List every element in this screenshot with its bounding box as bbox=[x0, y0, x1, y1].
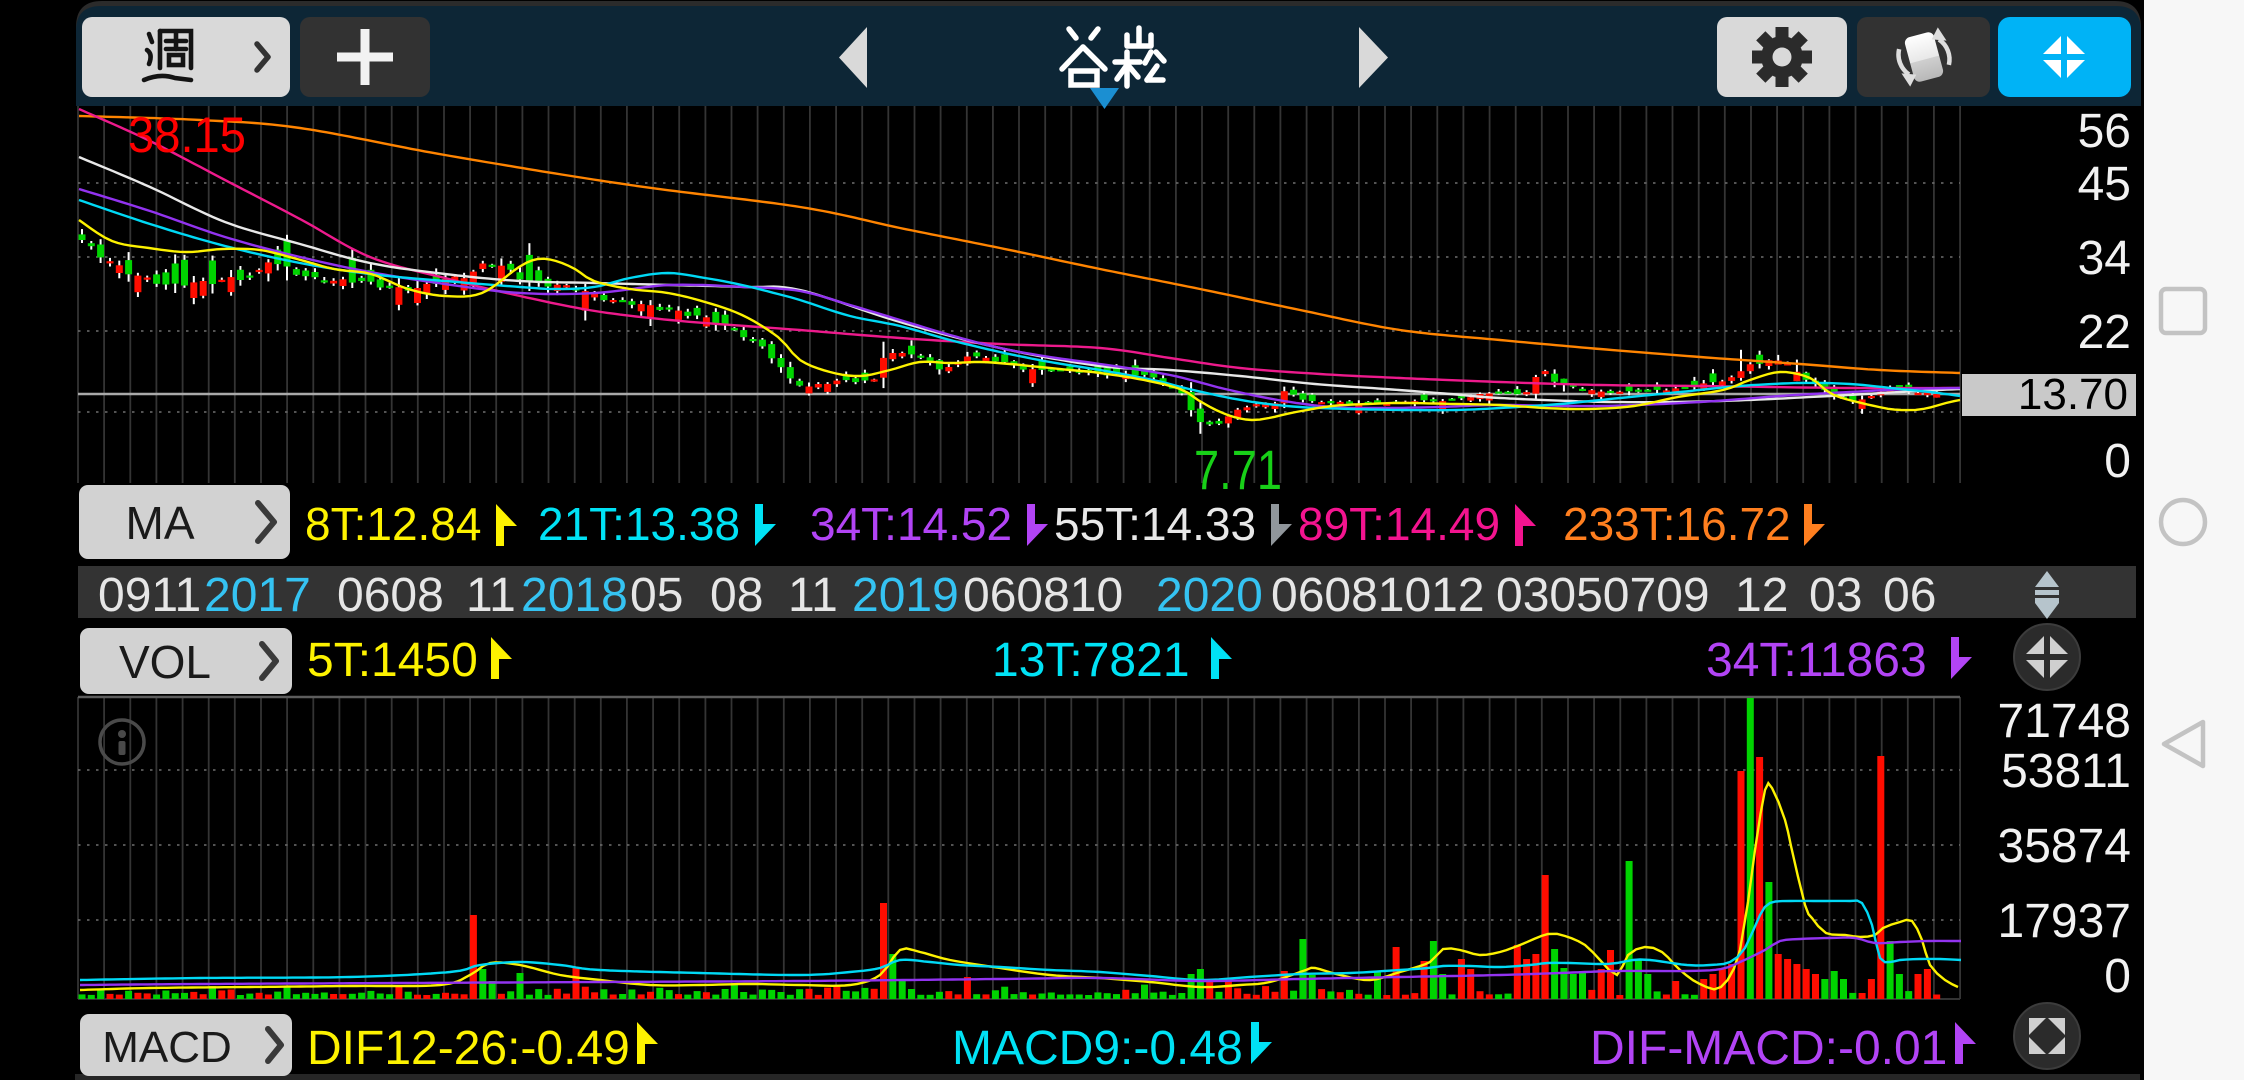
svg-text:45: 45 bbox=[2078, 158, 2131, 211]
svg-text:MA: MA bbox=[126, 497, 195, 549]
svg-text:55T:14.33: 55T:14.33 bbox=[1054, 498, 1256, 550]
svg-text:MACD: MACD bbox=[102, 1023, 232, 1072]
svg-text:35874: 35874 bbox=[1998, 820, 2131, 873]
svg-text:08: 08 bbox=[710, 569, 763, 622]
svg-text:0: 0 bbox=[2104, 950, 2131, 1003]
svg-text:13T:7821: 13T:7821 bbox=[992, 634, 1190, 687]
svg-text:56: 56 bbox=[2078, 105, 2131, 158]
svg-text:34T:11863: 34T:11863 bbox=[1706, 634, 1927, 687]
svg-text:DIF-MACD:-0.01: DIF-MACD:-0.01 bbox=[1590, 1022, 1947, 1075]
svg-text:VOL: VOL bbox=[119, 636, 211, 688]
svg-text:34: 34 bbox=[2078, 232, 2131, 285]
svg-text:89T:14.49: 89T:14.49 bbox=[1298, 498, 1500, 550]
svg-text:5T:1450: 5T:1450 bbox=[307, 634, 478, 687]
svg-text:0: 0 bbox=[2104, 435, 2131, 488]
svg-text:2017: 2017 bbox=[204, 569, 311, 622]
svg-text:06081012: 06081012 bbox=[1271, 569, 1485, 622]
svg-text:22: 22 bbox=[2078, 306, 2131, 359]
svg-text:0911: 0911 bbox=[98, 569, 201, 622]
svg-text:233T:16.72: 233T:16.72 bbox=[1563, 498, 1791, 550]
svg-text:060810: 060810 bbox=[963, 569, 1123, 622]
svg-text:34T:14.52: 34T:14.52 bbox=[810, 498, 1012, 550]
svg-text:11: 11 bbox=[788, 569, 838, 622]
svg-text:71748: 71748 bbox=[1998, 695, 2131, 748]
svg-text:MACD9:-0.48: MACD9:-0.48 bbox=[952, 1022, 1243, 1075]
svg-text:38.15: 38.15 bbox=[128, 107, 246, 163]
svg-text:7.71: 7.71 bbox=[1194, 438, 1282, 501]
svg-text:2018: 2018 bbox=[521, 569, 628, 622]
svg-text:0608: 0608 bbox=[337, 569, 444, 622]
svg-text:17937: 17937 bbox=[1998, 895, 2131, 948]
svg-text:11: 11 bbox=[466, 569, 516, 622]
svg-text:2019: 2019 bbox=[852, 569, 959, 622]
svg-text:05: 05 bbox=[630, 569, 683, 622]
svg-text:DIF12-26:-0.49: DIF12-26:-0.49 bbox=[307, 1022, 630, 1075]
svg-text:06: 06 bbox=[1883, 569, 1936, 622]
svg-text:03: 03 bbox=[1809, 569, 1862, 622]
svg-text:21T:13.38: 21T:13.38 bbox=[538, 498, 740, 550]
svg-text:2020: 2020 bbox=[1156, 569, 1263, 622]
svg-text:12: 12 bbox=[1735, 569, 1788, 622]
svg-text:53811: 53811 bbox=[2001, 745, 2131, 798]
svg-text:03050709: 03050709 bbox=[1496, 569, 1710, 622]
svg-text:13.70: 13.70 bbox=[2018, 370, 2128, 419]
svg-text:8T:12.84: 8T:12.84 bbox=[305, 498, 481, 550]
